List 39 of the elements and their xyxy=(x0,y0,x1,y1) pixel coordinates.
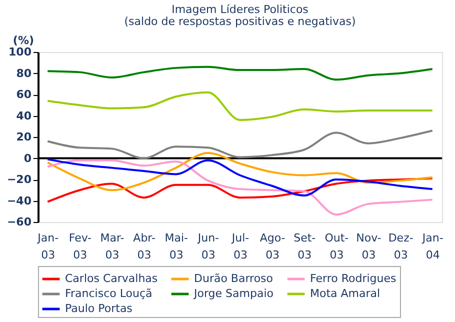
x-tick-label: Mai-03 xyxy=(164,232,188,262)
line-series xyxy=(46,158,434,196)
legend-label: Francisco Louçã xyxy=(65,287,152,300)
legend-label: Durão Barroso xyxy=(194,272,274,285)
y-tick-label: 0 xyxy=(24,152,32,165)
y-tick-label: 80 xyxy=(16,66,32,80)
x-tick-label: Set-03 xyxy=(294,232,316,262)
y-tick-label: −60 xyxy=(6,216,32,228)
x-tick-label: Abr-03 xyxy=(133,232,156,262)
x-tick-label: Jun-03 xyxy=(196,232,220,262)
x-tick-label: Mar-03 xyxy=(100,232,124,262)
legend-label: Carlos Carvalhas xyxy=(65,272,158,285)
x-tick-label: Jan-04 xyxy=(421,232,444,262)
legend-label: Ferro Rodrigues xyxy=(310,272,396,285)
y-tick-label: −20 xyxy=(6,173,32,186)
chart-subtitle: (saldo de respostas positivas e negativas) xyxy=(124,15,356,28)
x-tick-label: Ago-03 xyxy=(260,232,286,262)
legend-label: Jorge Sampaio xyxy=(193,287,274,300)
y-tick-label: −40 xyxy=(6,194,32,208)
legend-label: Paulo Portas xyxy=(65,302,133,315)
y-tick-label: 100 xyxy=(8,46,32,58)
y-tick-label: 60 xyxy=(16,88,32,101)
x-tick-label: Jan-03 xyxy=(36,232,59,262)
line-series xyxy=(46,152,434,192)
x-tick-label: Dez-03 xyxy=(388,232,414,262)
y-axis-title: (%) xyxy=(12,34,34,47)
y-tick-label: 20 xyxy=(16,130,32,144)
x-tick-label: Out-03 xyxy=(324,232,349,262)
line-series xyxy=(46,66,434,81)
legend-label: Mota Amaral xyxy=(310,287,380,300)
chart-title: Imagem Líderes Politicos xyxy=(172,3,309,16)
y-tick-label: 40 xyxy=(16,109,32,122)
x-tick-label: Nov-03 xyxy=(356,232,382,262)
line-series xyxy=(46,177,434,203)
x-tick-label: Jul-03 xyxy=(230,232,250,262)
line-series xyxy=(46,159,434,216)
line-series xyxy=(46,130,434,160)
line-series xyxy=(46,91,434,121)
x-tick-label: Fev-03 xyxy=(68,232,92,262)
